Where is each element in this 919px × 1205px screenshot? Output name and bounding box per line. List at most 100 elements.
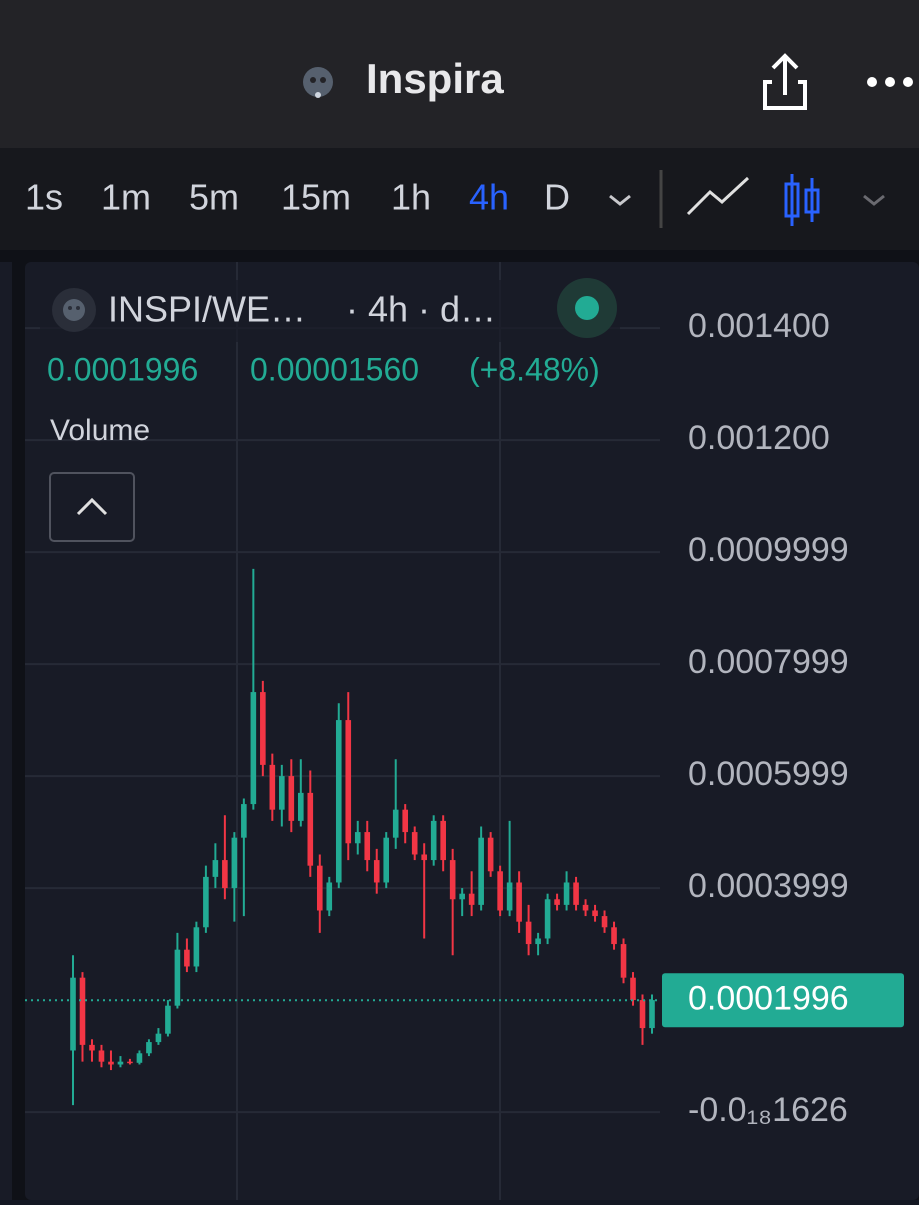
candle-body xyxy=(516,882,522,922)
candle-body xyxy=(222,860,228,889)
last-price-label: 0.0001996 xyxy=(688,979,849,1017)
y-tick-label: 0.0005999 xyxy=(688,755,849,793)
y-tick-label: -0.0₁₈1626 xyxy=(688,1091,848,1129)
volume-label: Volume xyxy=(50,414,150,447)
candle-body xyxy=(307,792,314,866)
candle-body xyxy=(79,977,86,1045)
y-tick-label: 0.0003999 xyxy=(688,867,849,905)
candle-body xyxy=(155,1033,162,1043)
candle-body xyxy=(620,944,627,978)
symbol-icon xyxy=(52,288,96,332)
candle-body xyxy=(203,876,209,928)
candle-body xyxy=(212,860,219,877)
candle-body xyxy=(525,921,532,945)
candle-body xyxy=(335,720,342,883)
interval-button[interactable]: D xyxy=(544,177,570,218)
candle-body xyxy=(373,860,380,883)
candle-body xyxy=(630,977,636,1001)
candle-body xyxy=(136,1053,143,1063)
candle-body xyxy=(345,720,352,844)
candle-body xyxy=(279,776,285,810)
candle-body xyxy=(354,832,361,844)
candle-body xyxy=(231,837,238,889)
logo-icon xyxy=(303,67,333,98)
candle-body xyxy=(402,809,409,833)
candle-chart-button[interactable] xyxy=(784,174,820,226)
candle-body xyxy=(421,854,427,861)
legend-close: 0.0001996 xyxy=(47,351,198,387)
candle-body xyxy=(89,1044,95,1051)
candle-body xyxy=(573,882,579,905)
candle-body xyxy=(260,692,266,765)
candle-body xyxy=(117,1061,124,1065)
candle-body xyxy=(326,882,333,911)
y-tick-label: 0.001200 xyxy=(688,419,830,457)
candle-body xyxy=(487,837,494,872)
interval-button[interactable]: 5m xyxy=(189,177,239,218)
symbol-name[interactable]: INSPI/WE… xyxy=(108,289,306,330)
interval-button[interactable]: 1h xyxy=(391,177,431,218)
candle-body xyxy=(269,764,276,810)
legend-change: 0.00001560 xyxy=(250,351,419,387)
candle-body xyxy=(563,882,570,905)
candle-body xyxy=(146,1042,152,1054)
candle-body xyxy=(535,938,541,945)
candle-body xyxy=(364,832,371,861)
candle-body xyxy=(392,809,399,838)
interval-button[interactable]: 1m xyxy=(101,177,151,218)
candle-body xyxy=(411,832,418,855)
interval-dropdown[interactable] xyxy=(609,194,631,206)
share-button[interactable] xyxy=(763,53,807,110)
line-chart-button[interactable] xyxy=(686,176,750,216)
chart-type-dropdown[interactable] xyxy=(863,194,885,206)
candle-body xyxy=(241,804,247,838)
candle-body xyxy=(611,927,617,945)
app-title: Inspira xyxy=(366,55,504,102)
candle-body xyxy=(98,1050,105,1062)
y-tick-label: 0.0009999 xyxy=(688,531,849,569)
collapse-icon xyxy=(76,497,108,516)
candle-body xyxy=(582,904,589,911)
candle-body xyxy=(554,899,560,905)
candle-body xyxy=(601,916,608,928)
interval-button[interactable]: 1s xyxy=(25,177,63,218)
candle-body xyxy=(478,837,484,905)
candle-body xyxy=(459,893,465,900)
candle-body xyxy=(449,860,456,900)
more-button[interactable] xyxy=(867,77,913,87)
candle-body xyxy=(506,882,513,911)
legend-backdrop xyxy=(40,280,620,342)
candle-body xyxy=(639,1000,646,1029)
candle-body xyxy=(649,1000,655,1029)
candle-body xyxy=(70,977,76,1051)
chart-pane xyxy=(25,262,919,1200)
last-price-tag xyxy=(662,973,904,1028)
collapse-button[interactable] xyxy=(49,472,135,542)
interval-button[interactable]: 4h xyxy=(469,177,509,218)
y-tick-label: 0.001400 xyxy=(688,307,830,345)
status-dot xyxy=(575,296,599,320)
candle-body xyxy=(108,1061,114,1065)
candle-body xyxy=(184,949,190,967)
candle-body xyxy=(316,865,323,911)
toolbar xyxy=(0,148,919,250)
candle-body xyxy=(592,910,598,917)
candle-body xyxy=(298,792,304,821)
candle-body xyxy=(288,776,295,821)
candle-body xyxy=(544,899,551,939)
symbol-interval: · 4h · d… xyxy=(346,289,496,330)
candle-body xyxy=(383,837,390,883)
candle-body xyxy=(174,949,181,1006)
candle-body xyxy=(250,692,257,805)
y-tick-label: 0.0007999 xyxy=(688,643,849,681)
header-bar xyxy=(0,0,919,148)
legend-change-pct: (+8.48%) xyxy=(469,351,600,387)
candle-body xyxy=(165,1005,171,1034)
candle-body xyxy=(193,927,200,967)
candle-body xyxy=(127,1061,133,1064)
candle-body xyxy=(497,871,503,911)
interval-button[interactable]: 15m xyxy=(281,177,351,218)
candle-body xyxy=(430,820,437,861)
